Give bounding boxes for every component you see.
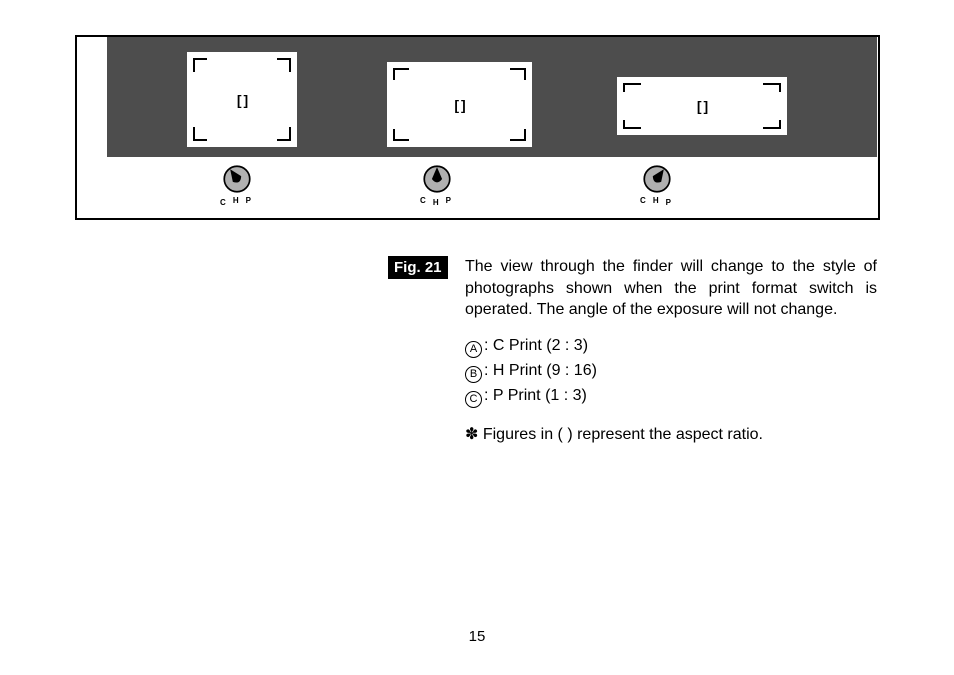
dial-icon [420,162,454,196]
option-line-c: C: P Print (1 : 3) [465,385,877,408]
dial-label-p: P [666,198,674,207]
frame-corner [510,68,526,80]
option-text: : H Print (9 : 16) [484,362,597,379]
frame-corner [393,68,409,80]
frame-corner [763,120,781,129]
frame-corner [623,83,641,92]
figure-label: Fig. 21 [388,256,448,279]
frame-corner [393,129,409,141]
option-line-a: A: C Print (2 : 3) [465,335,877,358]
dial-label-p: P [446,196,454,205]
frame-corner [193,58,207,72]
note-symbol: ✽ [465,426,478,443]
note-text: Figures in ( ) represent the aspect rati… [478,426,763,443]
dial-label-h: H [233,196,242,205]
description-paragraph: The view through the finder will change … [465,256,877,321]
focus-brackets: [ ] [697,98,707,114]
format-dial-c: C H P [217,162,257,205]
focus-brackets: [ ] [237,92,247,108]
frame-corner [193,127,207,141]
dial-icon [220,162,254,196]
viewfinder-h-format: [ ] [387,62,532,147]
dial-labels: C H P [217,196,257,205]
viewfinder-c-format: [ ] [187,52,297,147]
option-text: : P Print (1 : 3) [484,387,587,404]
option-line-b: B: H Print (9 : 16) [465,360,877,383]
frame-corner [623,120,641,129]
circled-letter: B [465,366,482,383]
dial-icon [640,162,674,196]
frame-corner [277,127,291,141]
frame-corner [277,58,291,72]
dial-labels: C H P [637,196,677,205]
focus-brackets: [ ] [454,97,464,113]
circled-letter: C [465,391,482,408]
dial-label-c: C [420,196,429,205]
dial-label-c: C [640,196,649,205]
circled-letter: A [465,341,482,358]
page-number: 15 [0,628,954,645]
format-dial-p: C H P [637,162,677,205]
footnote: ✽ Figures in ( ) represent the aspect ra… [465,424,877,446]
option-text: : C Print (2 : 3) [484,337,588,354]
format-dial-h: C H P [417,162,457,205]
dial-label-h: H [433,198,442,207]
dial-label-p: P [246,196,254,205]
viewfinder-p-format: [ ] [617,77,787,135]
dial-label-h: H [653,196,662,205]
dial-label-c: C [220,198,229,207]
frame-corner [763,83,781,92]
body-text: The view through the finder will change … [465,256,877,459]
frame-corner [510,129,526,141]
viewfinder-strip: [ ] [ ] [ ] [107,37,877,157]
figure-frame: [ ] [ ] [ ] C H P [75,35,880,220]
dial-labels: C H P [417,196,457,205]
